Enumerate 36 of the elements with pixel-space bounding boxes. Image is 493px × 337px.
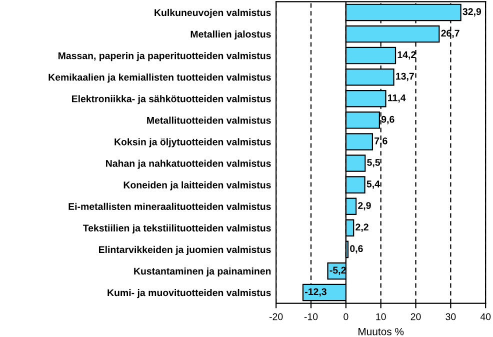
y-tick-label: Metallien jalostus <box>190 30 271 40</box>
data-label: 5,5 <box>367 159 380 168</box>
y-tick-label: Elektroniikka- ja sähkötuotteiden valmistus <box>72 95 271 104</box>
x-tick-label: -10 <box>304 313 318 320</box>
y-tick-label: Kustantaminen ja painaminen <box>134 267 271 277</box>
y-tick-label: Koksin ja öljytuotteiden valmistus <box>114 138 271 148</box>
y-tick-label: Kumi- ja muovituotteiden valmistus <box>108 289 271 298</box>
y-tick-label: Nahan ja nahkatuotteiden valmistus <box>106 160 271 169</box>
y-tick-label: Ei-metallisten mineraalituotteiden valmistus <box>68 202 271 210</box>
data-label: 11,4 <box>388 94 406 103</box>
x-axis-title: Muutos % <box>358 328 404 336</box>
data-label: 2,2 <box>356 224 368 232</box>
data-label: 32,9 <box>462 8 482 16</box>
data-label: 14,2 <box>398 51 416 60</box>
data-label: 5,4 <box>366 180 380 189</box>
data-label: 26,7 <box>441 30 460 38</box>
x-tick-label: 10 <box>376 313 386 320</box>
x-tick-label: 0 <box>344 313 348 320</box>
y-tick-label: Kemikaalien ja kemiallisten tuotteiden valmistus <box>48 74 271 83</box>
data-label: 7,6 <box>374 137 388 146</box>
y-tick-label: Kulkuneuvojen valmistus <box>154 8 271 18</box>
x-tick-label: 40 <box>480 313 491 320</box>
data-label: 0,6 <box>350 245 363 254</box>
data-label: -12,3 <box>305 288 326 297</box>
x-tick-label: 20 <box>410 313 421 320</box>
y-tick-label: Koneiden ja laitteiden valmistus <box>124 181 271 190</box>
y-tick-label: Metallituotteiden valmistus <box>147 116 271 124</box>
y-tick-label: Tekstiilien ja tekstiilituotteiden valmistus <box>82 224 271 234</box>
data-label: 9,6 <box>381 116 394 124</box>
data-label: 13,7 <box>396 72 414 82</box>
x-tick-label: 30 <box>446 313 456 320</box>
data-label: -5,2 <box>330 266 346 276</box>
y-tick-label: Elintarvikkeiden ja juomien valmistus <box>98 246 271 255</box>
data-label: 2,9 <box>358 202 371 210</box>
y-tick-label: Massan, paperin ja paperituotteiden valmistus <box>58 52 271 62</box>
x-tick-label: -20 <box>269 313 283 320</box>
